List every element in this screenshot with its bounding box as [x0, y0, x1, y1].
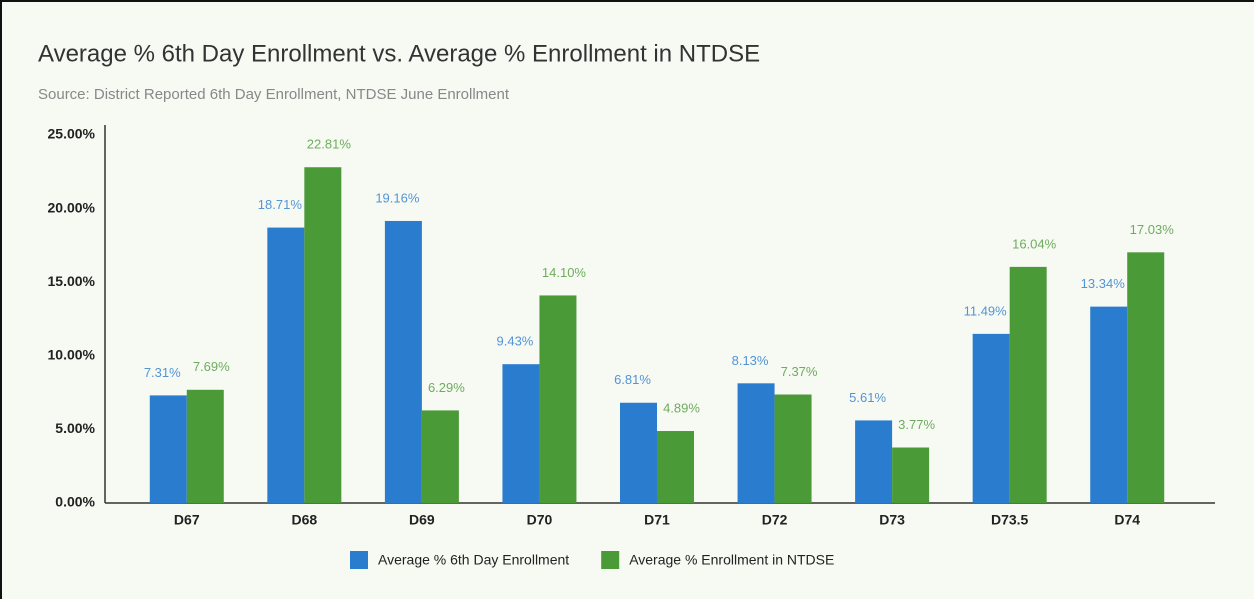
bar	[149, 395, 187, 503]
bar	[737, 383, 775, 503]
value-label: 3.77%	[898, 417, 935, 432]
legend-swatch	[601, 551, 620, 569]
x-tick-label: D72	[762, 512, 788, 528]
x-tick-label: D70	[527, 512, 553, 528]
value-label: 7.69%	[193, 359, 230, 374]
value-label: 22.81%	[307, 137, 352, 152]
bar	[539, 295, 577, 503]
legend-label: Average % 6th Day Enrollment	[378, 552, 569, 568]
value-label: 17.03%	[1130, 222, 1175, 237]
x-tick-label: D69	[409, 512, 435, 528]
bar	[502, 364, 540, 503]
y-tick-label: 15.00%	[48, 273, 96, 289]
value-label: 16.04%	[1012, 236, 1057, 251]
value-label: 4.89%	[663, 400, 700, 415]
bar	[972, 333, 1010, 503]
value-label: 5.61%	[849, 390, 886, 405]
bar	[657, 431, 694, 503]
x-tick-label: D68	[291, 512, 317, 528]
y-tick-label: 0.00%	[55, 494, 95, 510]
value-label: 6.29%	[428, 380, 465, 395]
legend-swatch	[350, 551, 368, 569]
value-label: 14.10%	[542, 265, 587, 280]
x-tick-label: D73.5	[991, 512, 1029, 528]
bar	[1009, 266, 1047, 503]
legend-label: Average % Enrollment in NTDSE	[629, 552, 834, 568]
bar	[774, 394, 812, 503]
value-label: 8.13%	[732, 353, 769, 368]
value-label: 7.31%	[144, 365, 181, 380]
bar	[620, 402, 657, 503]
bar	[892, 447, 930, 503]
bar	[1127, 252, 1165, 503]
value-label: 11.49%	[964, 303, 1008, 318]
bar	[267, 227, 305, 503]
x-tick-label: D71	[644, 512, 670, 528]
y-tick-label: 25.00%	[48, 126, 96, 142]
chart-title: Average % 6th Day Enrollment vs. Average…	[38, 40, 760, 67]
x-tick-label: D74	[1114, 512, 1140, 528]
bar	[384, 220, 422, 504]
value-label: 9.43%	[497, 334, 534, 349]
y-tick-label: 20.00%	[48, 199, 96, 215]
y-tick-label: 10.00%	[48, 347, 96, 363]
bar	[186, 389, 224, 503]
value-label: 18.71%	[258, 197, 303, 212]
value-label: 7.37%	[781, 364, 818, 379]
bar	[855, 420, 893, 503]
bar	[1090, 306, 1128, 503]
value-label: 13.34%	[1081, 276, 1126, 291]
value-label: 19.16%	[375, 190, 420, 205]
y-tick-label: 5.00%	[55, 420, 95, 436]
x-tick-label: D67	[174, 512, 200, 528]
bar	[421, 410, 459, 503]
value-label: 6.81%	[614, 372, 651, 387]
bar	[304, 167, 342, 503]
x-tick-label: D73	[879, 512, 905, 528]
chart-subtitle: Source: District Reported 6th Day Enroll…	[38, 86, 510, 103]
